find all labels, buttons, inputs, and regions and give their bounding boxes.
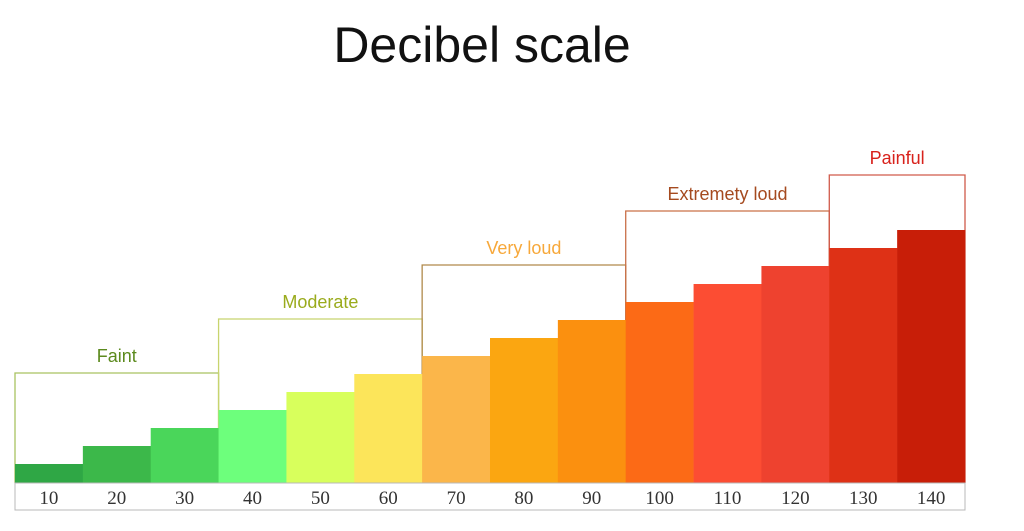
tick-label: 70 xyxy=(447,488,466,509)
zone-label: Painful xyxy=(870,148,925,168)
tick-label: 40 xyxy=(243,488,262,509)
bar xyxy=(354,374,423,483)
tick-label: 130 xyxy=(849,488,878,509)
zone-label: Moderate xyxy=(282,292,358,312)
tick-label: 100 xyxy=(645,488,674,509)
chart-title: Decibel scale xyxy=(333,17,630,73)
bar xyxy=(150,428,219,483)
bars xyxy=(15,230,966,483)
tick-label: 50 xyxy=(311,488,330,509)
zone-label: Very loud xyxy=(486,238,561,258)
bar xyxy=(829,248,898,483)
bar xyxy=(15,464,84,483)
zone-label: Faint xyxy=(97,346,137,366)
zone-label: Extremety loud xyxy=(667,184,787,204)
tick-label: 140 xyxy=(917,488,946,509)
bar xyxy=(897,230,966,483)
tick-label: 80 xyxy=(514,488,533,509)
bar xyxy=(625,302,694,483)
bar xyxy=(82,446,152,483)
bar xyxy=(490,338,559,483)
tick-label: 10 xyxy=(39,488,58,509)
bar xyxy=(557,320,627,483)
bar xyxy=(286,392,355,483)
tick-label: 120 xyxy=(781,488,810,509)
bar xyxy=(761,266,830,483)
tick-label: 30 xyxy=(175,488,194,509)
tick-label: 90 xyxy=(582,488,601,509)
x-axis: 10 20 30 40 50 60 70 80 90 100 110 120 130 140 xyxy=(14,482,966,511)
tick-label: 20 xyxy=(107,488,126,509)
bar xyxy=(693,284,762,483)
bar xyxy=(422,356,491,483)
bar xyxy=(218,410,287,483)
tick-label: 110 xyxy=(714,488,742,509)
axis-box xyxy=(14,482,966,511)
tick-label: 60 xyxy=(379,488,398,509)
